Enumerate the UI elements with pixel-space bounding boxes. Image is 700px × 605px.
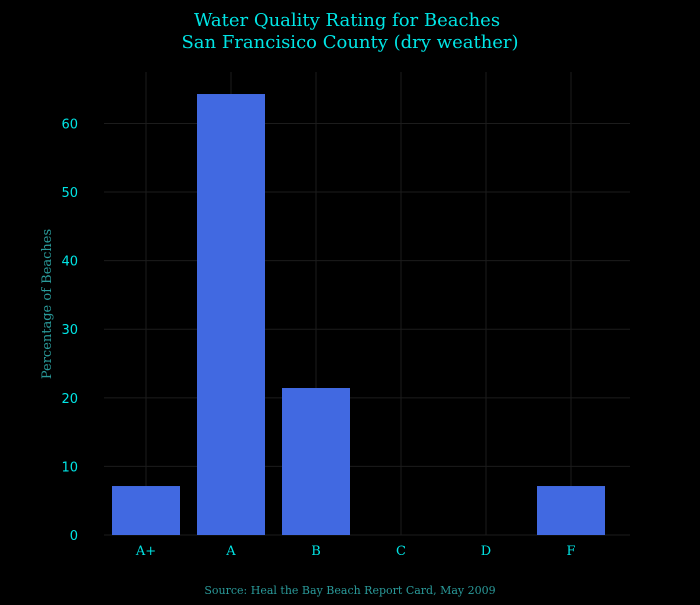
bar-A (197, 94, 265, 535)
y-tick-label: 0 (70, 529, 78, 544)
y-tick-label: 60 (61, 117, 78, 132)
bar-A+ (112, 486, 180, 535)
y-tick-label: 20 (61, 392, 78, 407)
x-tick-label: D (481, 544, 491, 559)
y-axis-ticks: 0 10 20 30 40 50 60 (61, 117, 78, 544)
bars (112, 94, 605, 535)
chart-title-line-2: San Francisico County (dry weather) (181, 32, 518, 53)
x-tick-label: A+ (135, 544, 156, 559)
y-tick-label: 10 (61, 460, 78, 475)
x-tick-label: C (396, 544, 406, 559)
chart-title-line-1: Water Quality Rating for Beaches (194, 10, 500, 31)
source-note: Source: Heal the Bay Beach Report Card, … (204, 584, 495, 597)
x-tick-label: B (311, 544, 321, 559)
y-axis-label: Percentage of Beaches (40, 229, 55, 379)
x-tick-label: F (566, 544, 575, 559)
bar-B (282, 388, 350, 535)
x-tick-label: A (225, 544, 236, 559)
y-tick-label: 40 (61, 255, 78, 270)
y-tick-label: 30 (61, 323, 78, 338)
x-axis-ticks: A+ A B C D F (135, 544, 576, 559)
bar-F (537, 486, 605, 535)
y-tick-label: 50 (61, 186, 78, 201)
